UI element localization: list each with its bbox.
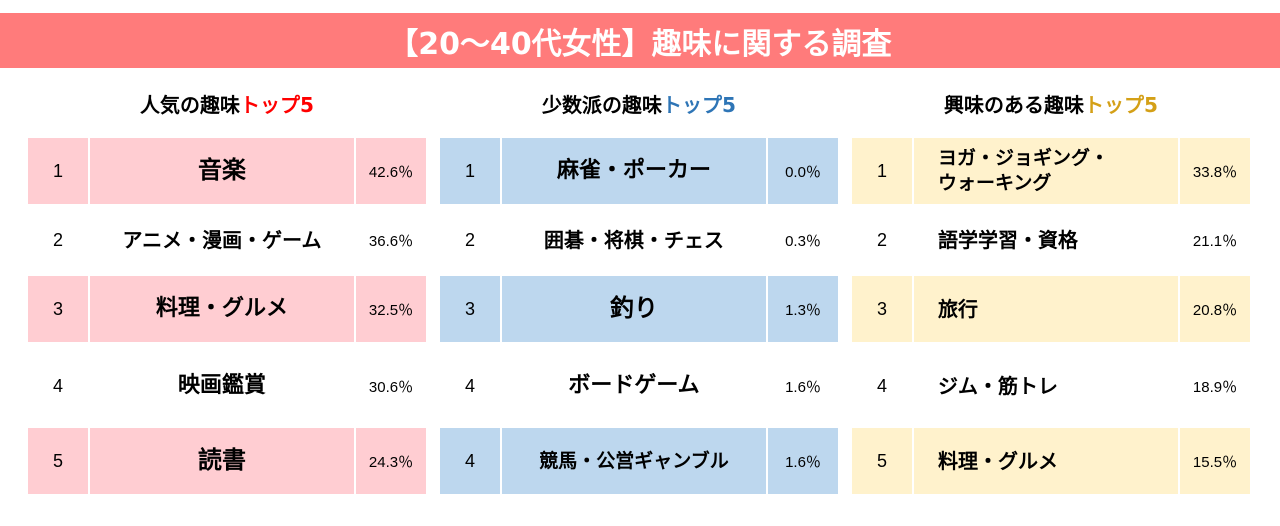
table-row: 4 映画鑑賞 30.6％ — [28, 348, 426, 424]
percent-cell: 21.1％ — [1192, 232, 1238, 250]
popular-heading: 人気の趣味 トップ5 — [28, 85, 426, 121]
hobby-name: 映画鑑賞 — [177, 372, 266, 398]
rank-cell: 1 — [440, 138, 500, 204]
rank-cell: 1 — [852, 138, 912, 204]
page-title-banner: 【20～40代女性】趣味に関する調査 — [0, 13, 1280, 68]
rank-cell: 1 — [28, 138, 88, 204]
minority-heading-prefix: 少数派の趣味 — [542, 92, 663, 117]
percent-cell: 18.9％ — [1192, 378, 1238, 396]
table-row: 3 釣り 1.3％ — [440, 276, 838, 342]
table-row: 4 競馬・公営ギャンブル 1.6％ — [440, 428, 838, 494]
hobby-name-line2: ウォーキング — [938, 172, 1052, 194]
table-row: 1 麻雀・ポーカー 0.0％ — [440, 138, 838, 204]
table-row: 5 料理・グルメ 15.5％ — [852, 428, 1250, 494]
interest-heading: 興味のある趣味 トップ5 — [852, 85, 1250, 121]
percent-cell: 1.3％ — [768, 276, 838, 342]
table-row: 1 ヨガ・ジョギング・ ウォーキング 33.8％ — [852, 138, 1250, 204]
percent-cell: 20.8％ — [1180, 276, 1250, 342]
table-row: 3 料理・グルメ 32.5％ — [28, 276, 426, 342]
rank-cell: 2 — [52, 229, 63, 250]
percent-cell: 1.6％ — [768, 428, 838, 494]
table-row: 2 アニメ・漫画・ゲーム 36.6％ — [28, 210, 426, 270]
popular-heading-prefix: 人気の趣味 — [140, 92, 241, 117]
rank-cell: 2 — [464, 229, 475, 250]
rank-cell: 3 — [440, 276, 500, 342]
interest-heading-prefix: 興味のある趣味 — [944, 92, 1085, 117]
hobby-name: 囲碁・将棋・チェス — [544, 228, 724, 252]
table-row: 4 ボードゲーム 1.6％ — [440, 348, 838, 424]
hobby-name-line1: ヨガ・ジョギング・ — [938, 147, 1110, 170]
table-row: 3 旅行 20.8％ — [852, 276, 1250, 342]
minority-heading-accent: トップ5 — [662, 92, 736, 117]
rank-cell: 2 — [876, 229, 887, 250]
hobby-name: アニメ・漫画・ゲーム — [122, 228, 322, 252]
table-row: 5 読書 24.3％ — [28, 428, 426, 494]
hobby-name: ボードゲーム — [568, 372, 700, 398]
rank-cell: 4 — [440, 428, 500, 494]
hobby-name: 料理・グルメ — [90, 276, 354, 342]
hobby-name: 釣り — [502, 276, 766, 342]
hobby-name: ヨガ・ジョギング・ ウォーキング — [914, 138, 1178, 204]
hobby-name: 語学学習・資格 — [938, 228, 1078, 252]
table-row: 2 囲碁・将棋・チェス 0.3％ — [440, 210, 838, 270]
hobby-name: 麻雀・ポーカー — [502, 138, 766, 204]
percent-cell: 15.5％ — [1180, 428, 1250, 494]
rank-cell: 4 — [876, 375, 887, 396]
table-row: 4 ジム・筋トレ 18.9％ — [852, 348, 1250, 424]
rank-cell: 5 — [852, 428, 912, 494]
percent-cell: 32.5％ — [356, 276, 426, 342]
percent-cell: 0.0％ — [768, 138, 838, 204]
hobby-name: 音楽 — [90, 138, 354, 204]
rank-cell: 5 — [28, 428, 88, 494]
rank-cell: 3 — [852, 276, 912, 342]
hobby-name: ジム・筋トレ — [938, 374, 1058, 398]
table-row: 1 音楽 42.6％ — [28, 138, 426, 204]
percent-cell: 30.6％ — [368, 378, 414, 396]
percent-cell: 24.3％ — [356, 428, 426, 494]
percent-cell: 0.3％ — [785, 232, 821, 250]
hobby-name: 競馬・公営ギャンブル — [502, 428, 766, 494]
percent-cell: 42.6％ — [356, 138, 426, 204]
percent-cell: 33.8％ — [1180, 138, 1250, 204]
page-title: 【20～40代女性】趣味に関する調査 — [388, 26, 892, 62]
percent-cell: 36.6％ — [368, 232, 414, 250]
rank-cell: 3 — [28, 276, 88, 342]
popular-heading-accent: トップ5 — [240, 92, 314, 117]
hobby-name: 料理・グルメ — [914, 428, 1178, 494]
table-row: 2 語学学習・資格 21.1％ — [852, 210, 1250, 270]
interest-heading-accent: トップ5 — [1084, 92, 1158, 117]
hobby-name: 旅行 — [914, 276, 1178, 342]
rank-cell: 4 — [52, 375, 63, 396]
percent-cell: 1.6％ — [785, 378, 821, 396]
rank-cell: 4 — [464, 375, 475, 396]
hobby-name: 読書 — [90, 428, 354, 494]
minority-heading: 少数派の趣味 トップ5 — [440, 85, 838, 121]
